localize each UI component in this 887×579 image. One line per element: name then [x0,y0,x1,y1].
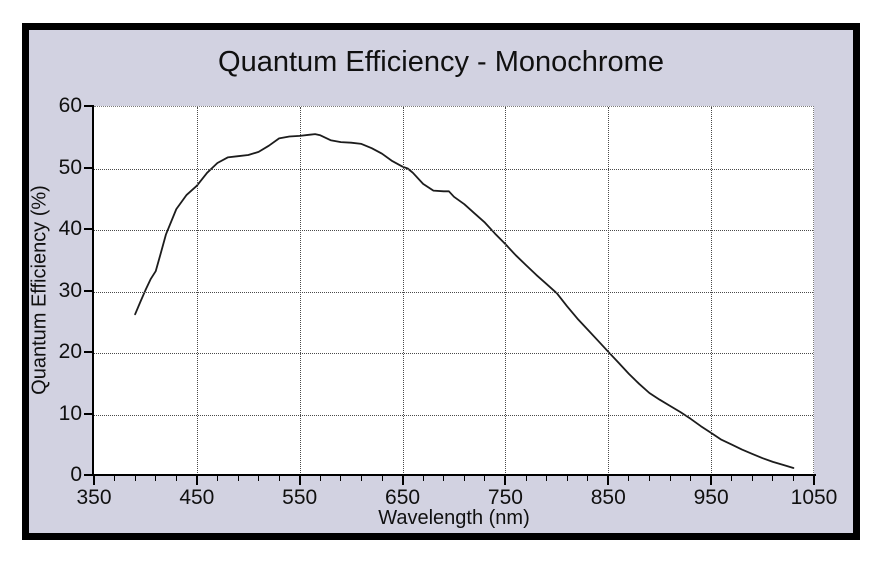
x-tick-minor [731,476,733,481]
x-tick-minor [258,476,260,481]
x-tick-minor [648,476,650,481]
x-tick-minor [360,476,362,481]
gridline-vertical [299,107,301,475]
gridline-vertical [505,107,507,475]
y-axis-line [92,105,94,476]
x-tick-minor [319,476,321,481]
y-tick [84,289,93,292]
y-axis-title: Quantum Efficiency (%) [28,185,51,395]
x-tick-minor [237,476,239,481]
x-tick-label: 550 [282,486,318,509]
gridline-vertical [402,107,404,475]
x-tick-minor [669,476,671,481]
x-tick-major [401,476,404,485]
x-tick-minor [484,476,486,481]
y-tick-label: 10 [58,401,82,425]
gridline-horizontal [94,414,813,416]
y-tick [84,228,93,230]
x-tick-major [504,476,507,485]
x-tick-label: 950 [693,486,729,509]
y-tick [84,412,93,415]
x-tick-minor [216,476,218,481]
x-tick-minor [690,476,692,481]
x-tick-minor [546,476,548,481]
x-tick-minor [628,476,630,481]
x-tick-minor [792,476,794,481]
x-tick-minor [340,476,342,481]
gridline-horizontal [94,168,813,170]
x-tick-minor [751,476,753,481]
y-tick-label: 20 [58,340,82,363]
x-tick-label: 850 [590,486,626,509]
y-tick-label: 60 [58,94,82,117]
x-tick-minor [443,476,445,481]
qe-curve-svg [134,133,795,469]
gridline-vertical [608,107,610,475]
y-tick [84,105,93,107]
plot-area [94,106,814,475]
x-axis-line [92,474,816,476]
x-tick-major [607,476,610,485]
x-tick-major [710,476,713,485]
x-tick-label: 650 [385,486,421,509]
y-tick-label: 0 [70,463,82,486]
x-tick-minor [422,476,424,481]
gridline-horizontal [94,353,813,354]
x-tick-minor [278,476,280,481]
y-tick-label: 30 [58,278,82,302]
x-tick-label: 450 [179,486,215,509]
x-tick-minor [155,476,157,481]
x-tick-minor [525,476,527,481]
x-tick-label: 750 [487,486,523,509]
x-tick-label: 350 [76,486,112,509]
y-tick [84,166,93,169]
gridline-horizontal [94,230,813,231]
x-axis-title: Wavelength (nm) [378,507,530,529]
x-tick-minor [587,476,589,481]
x-tick-major [813,476,815,485]
qe-curve [134,133,795,469]
gridline-vertical [196,107,198,475]
chart-title: Quantum Efficiency - Monochrome [218,46,664,78]
y-tick [84,351,93,353]
x-tick-major [195,476,198,485]
gridline-vertical [711,107,713,475]
x-tick-major [93,476,95,485]
x-tick-minor [381,476,383,481]
y-tick [84,474,93,476]
y-tick-label: 40 [58,217,82,240]
x-tick-label: 1050 [790,486,838,509]
x-tick-minor [566,476,568,481]
x-tick-minor [175,476,177,481]
x-tick-minor [463,476,465,481]
gridline-horizontal [94,291,813,293]
x-tick-major [298,476,301,485]
y-tick-label: 50 [58,155,82,179]
x-tick-minor [114,476,116,481]
x-tick-minor [134,476,136,481]
x-tick-minor [772,476,774,481]
